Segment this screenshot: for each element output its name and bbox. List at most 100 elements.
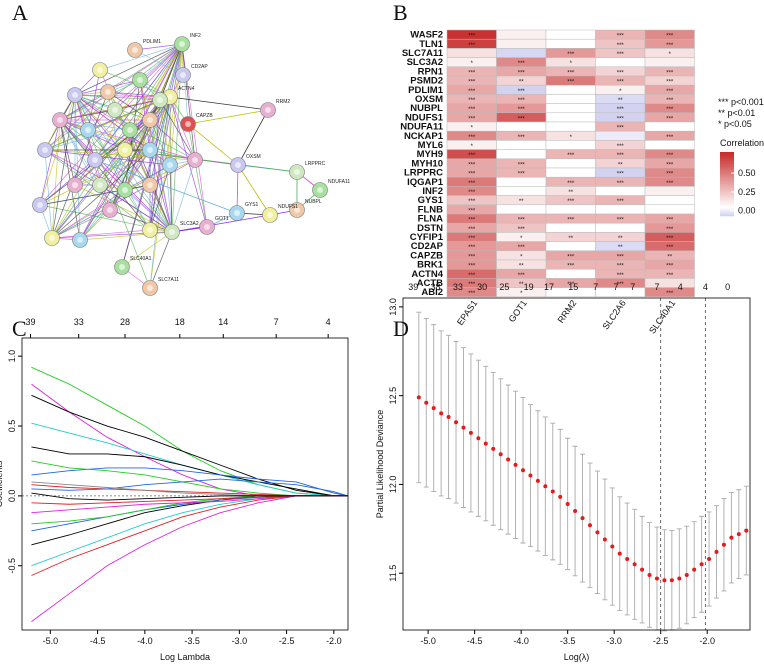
colorbar-step — [720, 188, 734, 191]
cell — [644, 195, 695, 206]
node-label: LRPPRC — [305, 161, 326, 167]
cell — [496, 149, 547, 160]
cell — [545, 268, 596, 279]
edge — [159, 99, 171, 166]
cell — [545, 140, 596, 150]
edge — [59, 119, 173, 233]
node-icon — [137, 77, 143, 83]
significance-label: *** — [567, 52, 575, 58]
edge — [59, 79, 141, 121]
significance-legend: * p<0.05 — [718, 119, 752, 129]
edge — [121, 231, 173, 268]
significance-label: *** — [666, 264, 674, 270]
significance-label: *** — [617, 116, 625, 122]
row-label: OXSM — [415, 94, 443, 105]
significance-label: *** — [666, 273, 674, 279]
significance-label: *** — [617, 153, 625, 159]
point — [617, 551, 622, 556]
y-tick-label: -0.5 — [7, 558, 17, 574]
node-icon — [92, 157, 98, 163]
row-label: LRPPRC — [404, 168, 443, 179]
significance-label: *** — [518, 89, 526, 95]
cell — [644, 140, 695, 150]
significance-label: * — [619, 89, 622, 95]
row-label: FLNA — [418, 214, 443, 225]
significance-label: *** — [617, 70, 625, 76]
top-tick-label: 15 — [568, 282, 578, 292]
edge — [109, 149, 151, 211]
edge — [149, 96, 171, 151]
edge — [139, 43, 183, 81]
colorbar-step — [720, 172, 734, 175]
x-tick-label: -5.0 — [420, 636, 436, 646]
node-icon — [265, 107, 271, 113]
significance-label: * — [471, 126, 474, 132]
y-tick-label: 12.0 — [388, 476, 398, 494]
node-icon — [72, 92, 78, 98]
node-icon — [77, 237, 83, 243]
point — [461, 425, 466, 430]
significance-label: *** — [518, 218, 526, 224]
significance-label: *** — [468, 162, 476, 168]
y-tick-label: 13.0 — [388, 298, 398, 316]
node-icon — [112, 107, 118, 113]
significance-label: *** — [468, 199, 476, 205]
node-label: PDLIM1 — [143, 39, 161, 45]
colorbar-step — [720, 174, 734, 177]
point — [602, 537, 607, 542]
significance-label: *** — [518, 98, 526, 104]
cell — [595, 186, 646, 196]
cell — [496, 48, 547, 58]
point — [669, 578, 674, 583]
edge — [181, 43, 189, 125]
cell — [496, 186, 547, 196]
coefficient-path — [31, 495, 348, 532]
node-icon — [167, 94, 173, 100]
significance-label: ** — [519, 199, 524, 205]
coefficient-path — [31, 446, 348, 497]
cell — [644, 278, 695, 288]
column-label: SLC40A1 — [647, 298, 677, 335]
significance-label: *** — [617, 254, 625, 260]
significance-label: *** — [518, 273, 526, 279]
significance-label: ** — [519, 282, 524, 288]
cell — [496, 140, 547, 150]
point — [446, 414, 451, 419]
row-label: ACTN4 — [411, 269, 443, 280]
edge — [79, 119, 151, 241]
edge — [187, 109, 269, 125]
point — [707, 556, 712, 561]
significance-label: * — [471, 144, 474, 150]
x-axis-label: Log Lambda — [160, 652, 210, 662]
colorbar-step — [720, 179, 734, 182]
significance-label: *** — [468, 116, 476, 122]
significance-label: ** — [618, 245, 623, 251]
node-label: INF2 — [190, 33, 201, 39]
edge — [59, 119, 151, 151]
edge — [51, 99, 161, 239]
point — [498, 452, 503, 457]
node-label: OXSM — [246, 154, 261, 160]
edge — [107, 91, 151, 121]
cell — [644, 57, 695, 68]
point — [654, 576, 659, 581]
panel-label: B — [393, 0, 408, 25]
colorbar-step — [720, 201, 734, 204]
top-tick-label: 33 — [453, 282, 463, 292]
significance-label: * — [570, 135, 573, 141]
top-tick-label: 30 — [477, 282, 487, 292]
colorbar-step — [720, 161, 734, 164]
cell — [545, 29, 596, 40]
significance-label: *** — [617, 144, 625, 150]
significance-label: * — [471, 61, 474, 67]
significance-label: *** — [468, 291, 476, 297]
node-icon — [234, 210, 240, 216]
row-label: PDLIM1 — [408, 85, 444, 96]
column-label: GOT1 — [507, 298, 529, 324]
x-axis-label: Log(λ) — [564, 652, 590, 662]
top-tick-label: 17 — [544, 282, 554, 292]
significance-label: *** — [468, 153, 476, 159]
coefficient-path — [31, 383, 348, 497]
significance-label: *** — [567, 282, 575, 288]
row-label: IQGAP1 — [407, 177, 444, 188]
